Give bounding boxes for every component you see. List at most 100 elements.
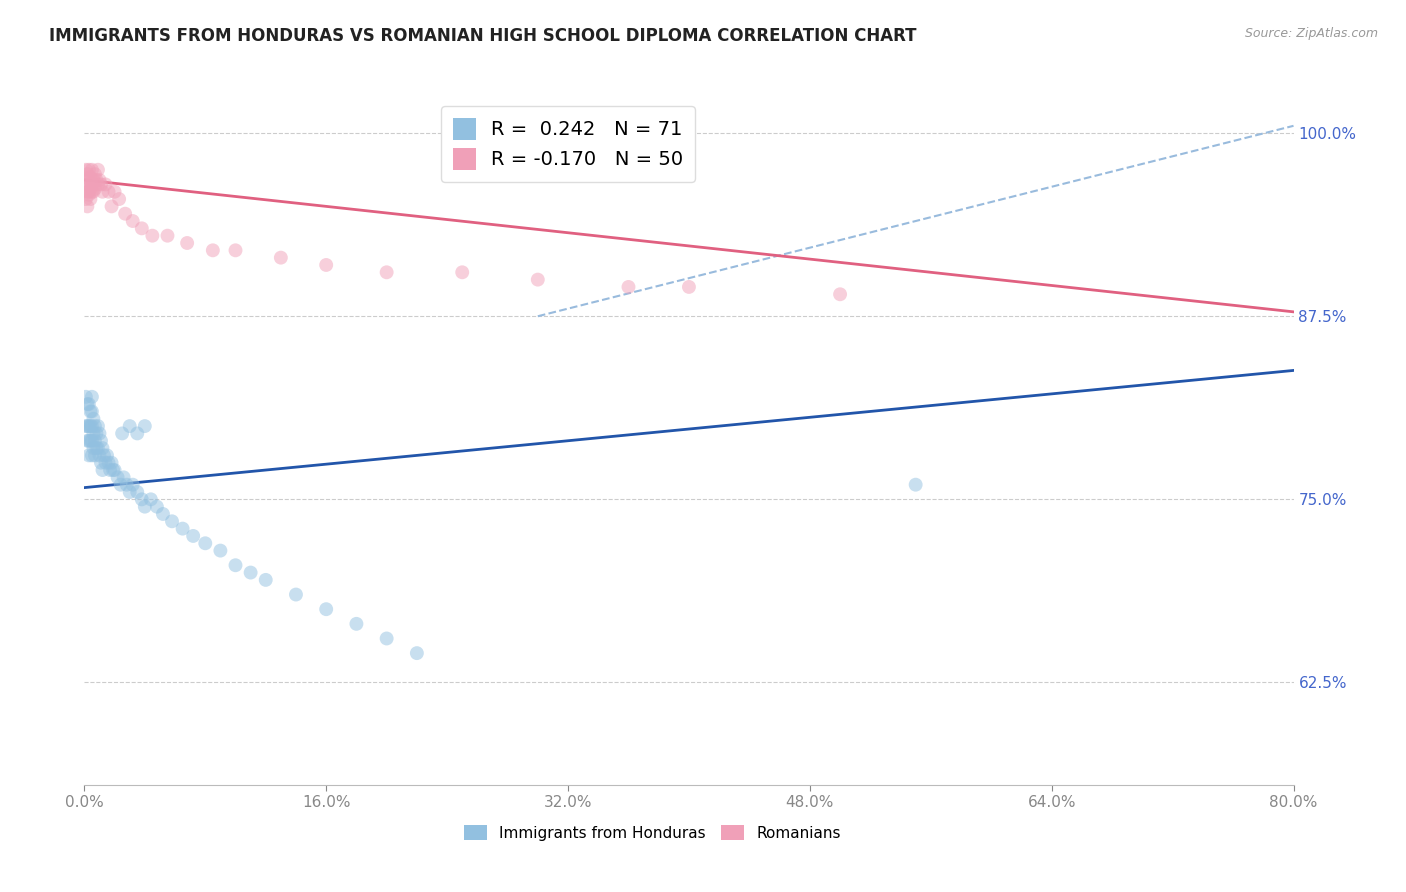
Text: IMMIGRANTS FROM HONDURAS VS ROMANIAN HIGH SCHOOL DIPLOMA CORRELATION CHART: IMMIGRANTS FROM HONDURAS VS ROMANIAN HIG… (49, 27, 917, 45)
Point (101, 463, 124, 477)
Point (104, 463, 127, 477)
Point (118, 419, 141, 434)
Point (127, 426, 149, 441)
Point (225, 244, 247, 258)
Point (152, 507, 174, 521)
Point (76, 199, 98, 213)
Point (75, 419, 97, 434)
Point (209, 543, 232, 558)
Point (80, 162, 103, 177)
Point (90, 178, 112, 192)
Point (79, 182, 101, 196)
Point (86, 173, 108, 187)
Point (375, 265, 398, 279)
Point (134, 500, 156, 514)
Point (76, 178, 98, 192)
Point (134, 419, 156, 434)
Point (77, 434, 100, 448)
Point (139, 492, 162, 507)
Point (80, 390, 103, 404)
Point (80, 449, 103, 463)
Point (98, 463, 121, 477)
Point (96, 449, 118, 463)
Point (87, 419, 110, 434)
Point (77, 449, 100, 463)
Point (678, 280, 700, 294)
Point (830, 287, 852, 301)
Point (91, 463, 114, 477)
Point (80, 419, 103, 434)
Point (79, 192, 101, 206)
Point (84, 449, 107, 463)
Point (406, 646, 429, 660)
Point (79, 170, 101, 185)
Point (121, 477, 143, 491)
Point (76, 434, 98, 448)
Point (527, 272, 550, 286)
Point (75, 390, 97, 404)
Point (904, 477, 927, 491)
Point (82, 441, 104, 455)
Point (107, 470, 129, 484)
Point (77, 185, 100, 199)
Point (86, 426, 108, 441)
Point (80, 178, 103, 192)
Point (89, 426, 111, 441)
Point (114, 207, 136, 221)
Point (315, 602, 337, 616)
Point (108, 192, 131, 206)
Point (89, 173, 111, 187)
Point (94, 178, 117, 192)
Point (75, 162, 97, 177)
Point (82, 426, 104, 441)
Point (239, 566, 262, 580)
Point (346, 616, 368, 631)
Point (77, 187, 100, 202)
Point (84, 182, 107, 196)
Point (94, 456, 117, 470)
Point (176, 235, 198, 250)
Point (91, 185, 114, 199)
Text: Source: ZipAtlas.com: Source: ZipAtlas.com (1244, 27, 1378, 40)
Point (90, 456, 112, 470)
Point (87, 441, 110, 455)
Point (225, 558, 247, 573)
Point (84, 434, 107, 448)
Point (79, 404, 101, 418)
Point (160, 514, 183, 528)
Point (93, 449, 115, 463)
Point (315, 258, 337, 272)
Point (84, 167, 107, 181)
Point (100, 199, 122, 213)
Point (76, 167, 98, 181)
Point (82, 185, 104, 199)
Point (194, 536, 217, 550)
Point (87, 162, 110, 177)
Point (89, 449, 111, 463)
Point (375, 632, 398, 646)
Point (76, 185, 98, 199)
Point (97, 185, 120, 199)
Point (115, 477, 138, 491)
Point (146, 500, 169, 514)
Point (90, 434, 112, 448)
Point (451, 265, 474, 279)
Point (77, 397, 100, 411)
Point (141, 228, 163, 243)
Point (76, 419, 98, 434)
Point (201, 244, 224, 258)
Point (172, 522, 194, 536)
Point (79, 419, 101, 434)
Point (270, 251, 292, 265)
Point (77, 162, 100, 177)
Point (75, 192, 97, 206)
Point (80, 434, 103, 448)
Point (82, 411, 104, 425)
Point (254, 573, 277, 587)
Point (131, 221, 153, 235)
Point (104, 185, 127, 199)
Point (79, 434, 101, 448)
Point (80, 185, 103, 199)
Point (111, 426, 134, 441)
Point (77, 173, 100, 187)
